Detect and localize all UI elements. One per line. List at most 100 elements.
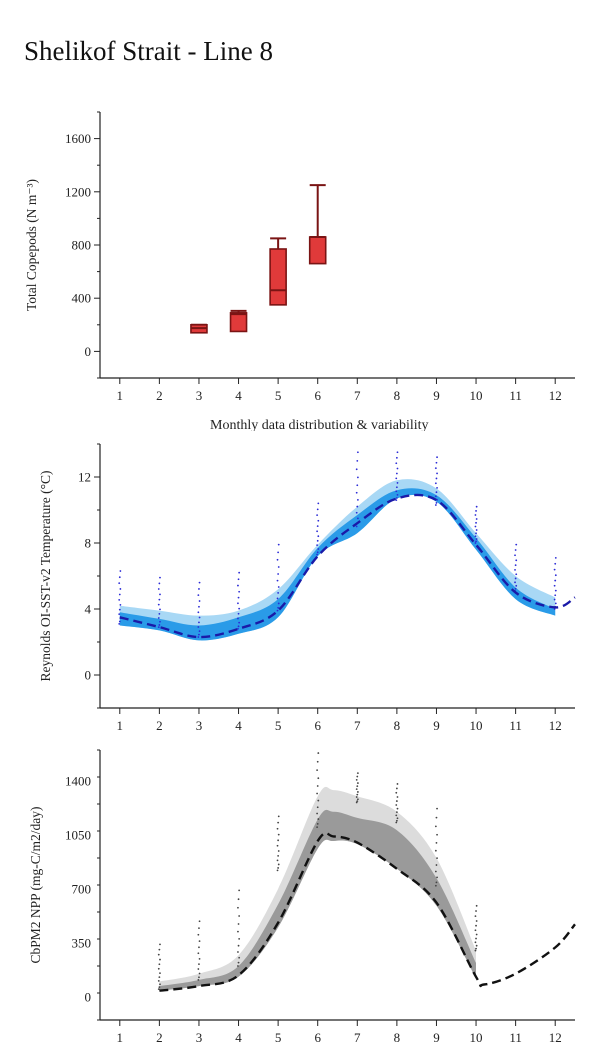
data-point [356, 798, 359, 801]
data-point [355, 511, 358, 514]
data-point [435, 502, 438, 504]
data-point [316, 553, 319, 556]
y-axis-label: Reynolds OI-SST-v2 Temperature (°C) [38, 470, 53, 681]
x-tick-label: 3 [196, 388, 203, 403]
data-point [237, 612, 240, 615]
data-point [355, 491, 358, 494]
data-point [238, 889, 241, 892]
y-tick-label: 12 [78, 470, 91, 485]
mean-dashed-line [159, 831, 576, 992]
x-tick-label: 10 [470, 388, 483, 403]
data-point [118, 593, 121, 596]
data-point [277, 573, 280, 575]
data-point [395, 791, 398, 794]
data-point [474, 915, 477, 918]
data-point [237, 961, 240, 964]
data-point [157, 626, 160, 629]
data-point [554, 574, 557, 577]
data-point [475, 933, 478, 936]
data-point [475, 944, 478, 947]
data-point [395, 821, 398, 824]
data-point [475, 532, 477, 535]
data-point [395, 462, 398, 465]
data-point [316, 769, 319, 771]
data-point [474, 525, 477, 528]
x-tick-label: 10 [470, 718, 483, 733]
data-point [475, 920, 478, 922]
data-point [238, 571, 241, 574]
data-point [356, 498, 359, 501]
data-point [237, 944, 240, 947]
data-point [475, 505, 478, 508]
data-point [436, 833, 438, 836]
y-tick-label: 1400 [65, 773, 91, 788]
data-point [157, 617, 160, 619]
data-point [475, 947, 477, 950]
data-point [356, 791, 359, 793]
data-point [237, 898, 240, 901]
y-tick-label: 0 [85, 344, 92, 359]
data-point [396, 493, 399, 496]
data-point [317, 502, 320, 505]
y-tick-label: 1600 [65, 131, 91, 146]
data-point [157, 603, 160, 606]
data-point [119, 588, 122, 590]
x-tick-label: 12 [549, 1030, 562, 1045]
data-point [553, 568, 556, 571]
data-point [316, 551, 319, 554]
data-point [434, 849, 437, 852]
data-point [237, 906, 239, 909]
data-point [435, 491, 438, 494]
data-point [395, 477, 398, 480]
data-point [356, 484, 359, 487]
data-point [158, 612, 161, 615]
mean-dashed-line [119, 493, 576, 639]
data-point [514, 549, 517, 551]
data-point [159, 576, 161, 579]
x-tick-label: 9 [433, 1030, 440, 1045]
data-point [395, 472, 398, 475]
data-point [514, 554, 516, 557]
data-point [159, 972, 161, 974]
data-point [436, 472, 438, 475]
data-point [118, 598, 121, 601]
data-point [317, 535, 320, 538]
data-point [158, 948, 161, 951]
data-point [475, 904, 478, 907]
data-point [356, 775, 359, 778]
x-tick-label: 1 [117, 718, 124, 733]
x-tick-label: 4 [235, 388, 242, 403]
data-point [238, 956, 241, 959]
data-point [277, 833, 280, 836]
data-point [395, 819, 398, 822]
data-point [198, 588, 200, 590]
data-point [198, 976, 200, 979]
data-point [356, 476, 359, 479]
data-point [514, 587, 517, 590]
data-point [277, 586, 280, 588]
data-point [436, 486, 438, 489]
data-point [316, 822, 319, 825]
data-point [158, 624, 161, 626]
y-tick-label: 0 [85, 989, 92, 1004]
data-point [396, 482, 399, 484]
box-month-4 [229, 312, 248, 333]
data-point [395, 804, 398, 806]
inner-range-band [119, 488, 556, 641]
data-point [316, 826, 319, 829]
y-tick-label: 4 [85, 602, 92, 617]
x-tick-label: 11 [509, 1030, 522, 1045]
data-point [158, 598, 161, 601]
data-point [554, 579, 557, 582]
data-point [356, 782, 359, 784]
data-point [198, 940, 201, 943]
data-point [119, 604, 122, 606]
data-point [118, 620, 121, 623]
box-month-5 [269, 248, 287, 306]
data-point [237, 930, 239, 933]
data-point [237, 602, 239, 605]
data-point [474, 535, 477, 538]
data-point [276, 844, 279, 847]
data-point [395, 497, 398, 499]
data-point [355, 796, 358, 798]
